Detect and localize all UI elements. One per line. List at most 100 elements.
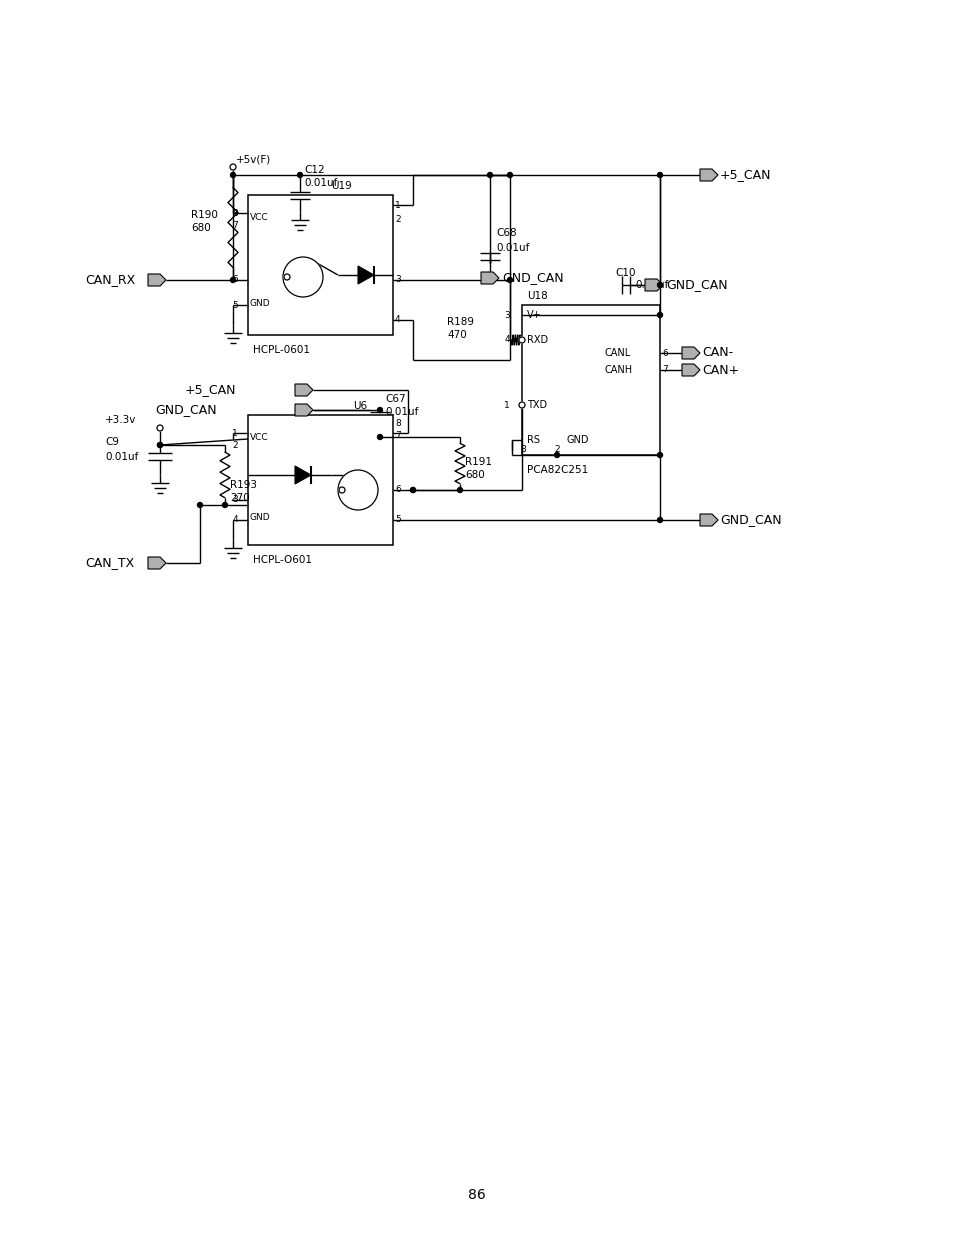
Text: +5v(F): +5v(F) — [235, 154, 271, 164]
Text: VCC: VCC — [250, 212, 269, 221]
Text: 3: 3 — [232, 495, 237, 505]
Text: HCPL-0601: HCPL-0601 — [253, 345, 310, 354]
Circle shape — [487, 173, 492, 178]
Text: 0.01uf: 0.01uf — [385, 408, 418, 417]
Circle shape — [197, 503, 202, 508]
Text: 1: 1 — [504, 400, 510, 410]
Text: 2: 2 — [395, 215, 400, 225]
Circle shape — [518, 337, 524, 343]
Text: C12: C12 — [304, 165, 324, 175]
Text: U18: U18 — [526, 291, 547, 301]
Text: 7: 7 — [661, 366, 667, 374]
Polygon shape — [644, 279, 662, 291]
Circle shape — [410, 488, 416, 493]
Text: 4: 4 — [504, 336, 510, 345]
Circle shape — [657, 173, 661, 178]
Text: 86: 86 — [468, 1188, 485, 1202]
Circle shape — [377, 408, 382, 412]
Circle shape — [657, 517, 661, 522]
Polygon shape — [294, 466, 311, 484]
Circle shape — [338, 487, 345, 493]
Text: U6: U6 — [353, 401, 367, 411]
Text: R190: R190 — [191, 210, 217, 220]
Circle shape — [507, 278, 512, 283]
Text: GND_CAN: GND_CAN — [665, 279, 727, 291]
Polygon shape — [148, 557, 166, 569]
Text: 680: 680 — [191, 224, 211, 233]
Text: 8: 8 — [519, 446, 525, 454]
Text: CAN+: CAN+ — [701, 363, 739, 377]
Text: GND_CAN: GND_CAN — [501, 272, 563, 284]
Polygon shape — [294, 384, 313, 396]
Text: +5_CAN: +5_CAN — [185, 384, 236, 396]
Text: RXD: RXD — [526, 335, 548, 345]
Text: 6: 6 — [232, 275, 237, 284]
Polygon shape — [480, 272, 498, 284]
Text: 470: 470 — [447, 330, 466, 340]
Circle shape — [157, 425, 163, 431]
Text: R191: R191 — [464, 457, 492, 467]
Text: 3: 3 — [395, 275, 400, 284]
Text: GND_CAN: GND_CAN — [720, 514, 781, 526]
Circle shape — [377, 435, 382, 440]
Circle shape — [297, 173, 302, 178]
Text: 5: 5 — [232, 300, 237, 310]
Text: GND: GND — [250, 299, 271, 308]
Text: GND: GND — [250, 514, 271, 522]
Text: VCC: VCC — [250, 432, 269, 441]
Text: CAN_TX: CAN_TX — [85, 557, 134, 569]
Text: 0.01uf: 0.01uf — [496, 243, 529, 253]
Text: 1: 1 — [232, 429, 237, 437]
Bar — [521, 305, 659, 454]
Circle shape — [157, 442, 162, 447]
Text: CAN_RX: CAN_RX — [85, 273, 135, 287]
Text: 1: 1 — [395, 200, 400, 210]
Text: GND_CAN: GND_CAN — [154, 404, 216, 416]
Text: 8: 8 — [395, 419, 400, 427]
Text: 680: 680 — [464, 471, 484, 480]
Circle shape — [554, 452, 558, 457]
Text: 4: 4 — [233, 515, 237, 525]
Text: C67: C67 — [385, 394, 405, 404]
Circle shape — [222, 503, 227, 508]
Text: PCA82C251: PCA82C251 — [526, 466, 588, 475]
Text: V+: V+ — [526, 310, 541, 320]
Polygon shape — [357, 266, 374, 284]
Text: R189: R189 — [447, 317, 474, 327]
Circle shape — [518, 403, 524, 408]
Polygon shape — [681, 347, 700, 359]
Text: TXD: TXD — [526, 400, 547, 410]
Circle shape — [337, 471, 377, 510]
Circle shape — [231, 278, 235, 283]
Bar — [248, 415, 393, 545]
Text: CANL: CANL — [604, 348, 631, 358]
Circle shape — [507, 173, 512, 178]
Circle shape — [230, 164, 235, 170]
Circle shape — [457, 488, 462, 493]
Circle shape — [231, 173, 235, 178]
Text: 8: 8 — [232, 209, 237, 217]
Text: C10: C10 — [615, 268, 635, 278]
Text: 3: 3 — [504, 310, 510, 320]
Text: 4: 4 — [395, 315, 400, 325]
Text: 270: 270 — [230, 493, 250, 503]
Text: 5: 5 — [395, 515, 400, 525]
Text: +3.3v: +3.3v — [105, 415, 136, 425]
Circle shape — [283, 257, 323, 296]
Circle shape — [657, 452, 661, 457]
Text: 0.01uf: 0.01uf — [635, 280, 668, 290]
Text: CAN-: CAN- — [701, 347, 732, 359]
Text: 0.01uf: 0.01uf — [105, 452, 138, 462]
Text: 6: 6 — [661, 348, 667, 357]
Text: R193: R193 — [230, 480, 256, 490]
Text: 0.01uf: 0.01uf — [304, 178, 337, 188]
Circle shape — [157, 442, 162, 447]
Text: +5_CAN: +5_CAN — [720, 168, 771, 182]
Polygon shape — [148, 274, 166, 287]
Text: C68: C68 — [496, 228, 517, 238]
Text: 6: 6 — [395, 485, 400, 494]
Text: 7: 7 — [232, 221, 237, 230]
Circle shape — [284, 274, 290, 280]
Text: 7: 7 — [395, 431, 400, 440]
Polygon shape — [700, 169, 718, 182]
